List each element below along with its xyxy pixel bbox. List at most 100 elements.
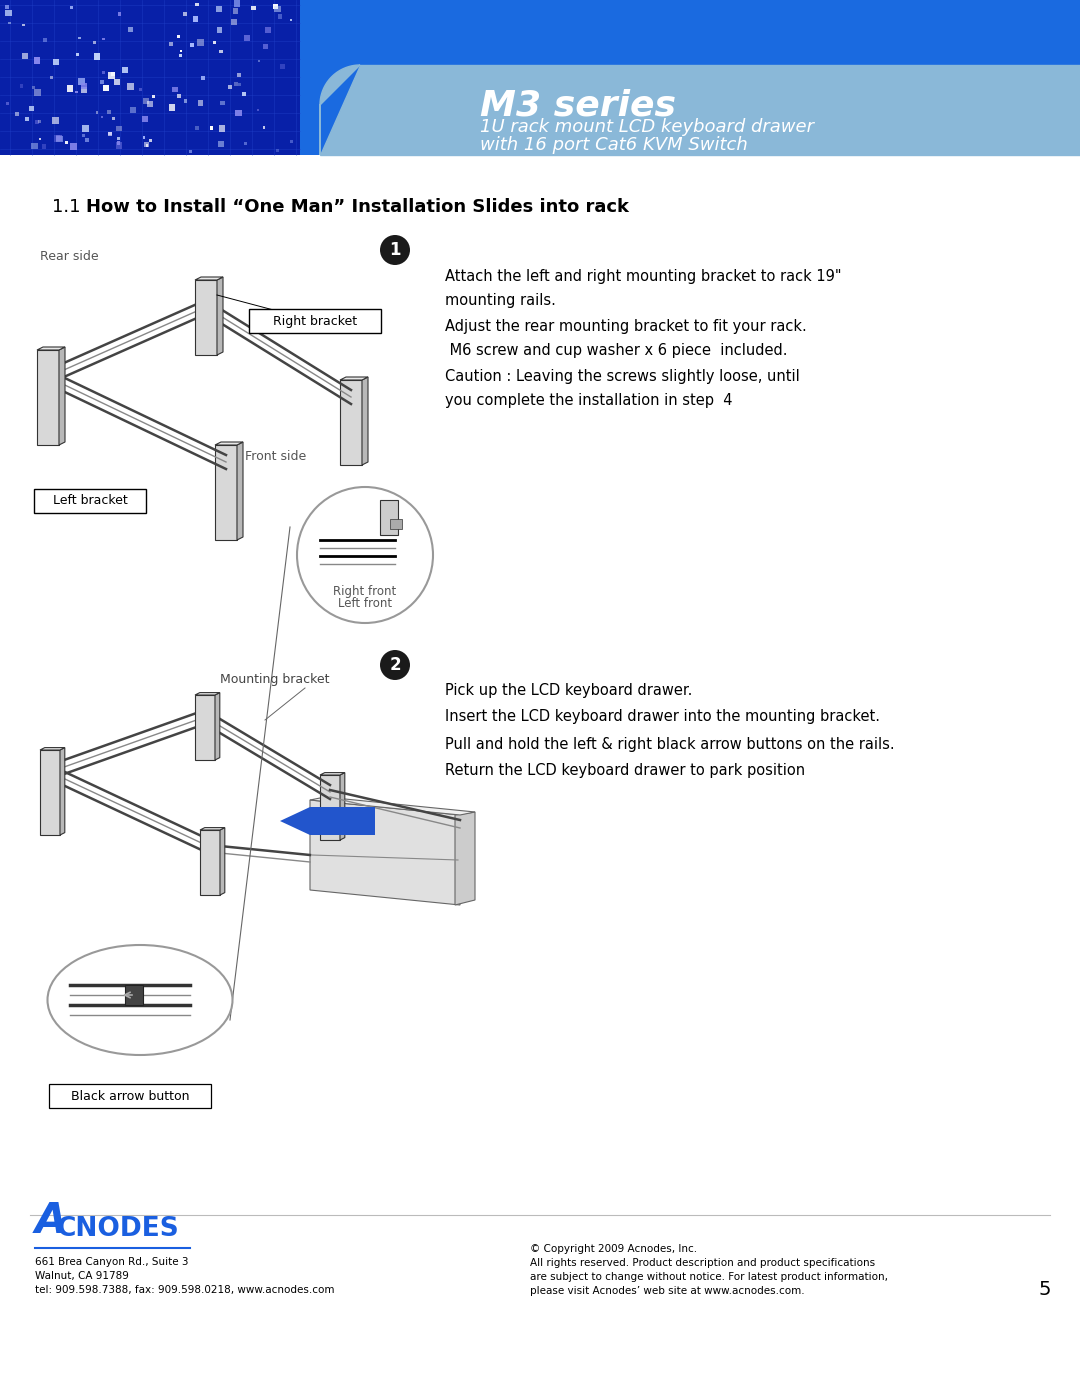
Bar xyxy=(257,109,259,112)
Text: Rear side: Rear side xyxy=(40,250,98,263)
Text: © Copyright 2009 Acnodes, Inc.: © Copyright 2009 Acnodes, Inc. xyxy=(530,1243,697,1255)
Text: A: A xyxy=(35,1200,67,1242)
Bar xyxy=(168,105,175,110)
Bar xyxy=(111,73,114,75)
Bar xyxy=(289,20,292,21)
Bar xyxy=(52,117,58,124)
Bar xyxy=(178,53,183,57)
Bar xyxy=(289,140,293,144)
Bar xyxy=(117,126,122,131)
Bar xyxy=(108,73,114,80)
Polygon shape xyxy=(310,798,475,814)
Text: Pull and hold the left & right black arrow buttons on the rails.: Pull and hold the left & right black arr… xyxy=(445,736,894,752)
Polygon shape xyxy=(40,750,60,835)
Bar xyxy=(258,60,259,61)
Bar xyxy=(218,141,224,147)
Polygon shape xyxy=(215,693,220,760)
Bar xyxy=(180,50,183,52)
Bar xyxy=(272,4,278,10)
Bar xyxy=(143,137,145,138)
Circle shape xyxy=(297,488,433,623)
Text: 1.1: 1.1 xyxy=(52,198,81,217)
Bar xyxy=(145,142,149,147)
Bar xyxy=(116,142,122,149)
Bar xyxy=(122,67,129,73)
Bar xyxy=(81,87,86,92)
Bar xyxy=(112,117,114,120)
Text: Mounting bracket: Mounting bracket xyxy=(220,673,329,686)
Text: All rights reserved. Product description and product specifications: All rights reserved. Product description… xyxy=(530,1259,875,1268)
Bar xyxy=(103,71,105,74)
Bar xyxy=(213,42,216,45)
Polygon shape xyxy=(59,346,65,446)
Bar xyxy=(194,126,199,130)
Polygon shape xyxy=(200,830,220,895)
Bar xyxy=(118,13,121,15)
Bar xyxy=(184,99,188,102)
Bar xyxy=(22,53,28,59)
Polygon shape xyxy=(320,66,360,155)
Circle shape xyxy=(380,650,410,680)
Bar xyxy=(42,144,46,148)
Bar xyxy=(85,138,89,142)
Bar xyxy=(78,78,84,85)
Bar xyxy=(94,53,100,60)
Polygon shape xyxy=(340,380,362,465)
Text: please visit Acnodes’ web site at www.acnodes.com.: please visit Acnodes’ web site at www.ac… xyxy=(530,1287,805,1296)
Text: 2: 2 xyxy=(389,657,401,673)
Bar xyxy=(100,80,105,84)
Text: Black arrow button: Black arrow button xyxy=(71,1090,189,1102)
Polygon shape xyxy=(362,377,368,465)
Bar xyxy=(217,28,222,34)
Bar xyxy=(195,3,199,6)
Bar xyxy=(198,39,204,46)
Bar xyxy=(198,101,203,106)
Bar xyxy=(114,78,120,85)
Bar xyxy=(35,120,39,124)
Bar xyxy=(23,24,25,27)
Polygon shape xyxy=(195,277,222,279)
FancyBboxPatch shape xyxy=(33,489,146,513)
Text: Walnut, CA 91789: Walnut, CA 91789 xyxy=(35,1271,129,1281)
Polygon shape xyxy=(40,747,65,750)
Bar xyxy=(210,126,214,130)
Polygon shape xyxy=(215,441,243,446)
Bar xyxy=(19,84,24,88)
Text: mounting rails.: mounting rails. xyxy=(445,293,556,309)
Polygon shape xyxy=(220,827,225,895)
Bar xyxy=(108,131,111,136)
Bar xyxy=(233,8,239,14)
Bar xyxy=(56,136,62,141)
Bar xyxy=(4,6,9,10)
Text: are subject to change without notice. For latest product information,: are subject to change without notice. Fo… xyxy=(530,1273,888,1282)
Bar xyxy=(173,87,177,92)
Bar xyxy=(35,89,41,96)
Bar xyxy=(141,116,148,122)
Bar xyxy=(278,14,282,20)
Bar xyxy=(0,0,1080,155)
Bar xyxy=(130,108,136,113)
Bar xyxy=(70,144,77,149)
Bar xyxy=(5,10,12,15)
Bar xyxy=(77,53,80,56)
Bar xyxy=(0,0,300,155)
FancyBboxPatch shape xyxy=(380,500,399,535)
Polygon shape xyxy=(215,446,237,541)
Bar xyxy=(220,101,225,105)
Text: 5: 5 xyxy=(1039,1280,1051,1299)
Bar xyxy=(9,22,11,24)
Bar xyxy=(219,50,222,53)
Bar xyxy=(33,57,40,64)
FancyBboxPatch shape xyxy=(390,520,402,529)
Polygon shape xyxy=(195,279,217,355)
Circle shape xyxy=(380,235,410,265)
Bar xyxy=(238,73,241,77)
Bar xyxy=(265,27,271,32)
Polygon shape xyxy=(455,812,475,905)
Bar xyxy=(95,112,98,115)
Bar xyxy=(78,36,81,39)
Text: Return the LCD keyboard drawer to park position: Return the LCD keyboard drawer to park p… xyxy=(445,764,805,778)
Bar xyxy=(144,98,149,103)
Polygon shape xyxy=(320,775,340,840)
Text: Caution : Leaving the screws slightly loose, until: Caution : Leaving the screws slightly lo… xyxy=(445,369,800,384)
